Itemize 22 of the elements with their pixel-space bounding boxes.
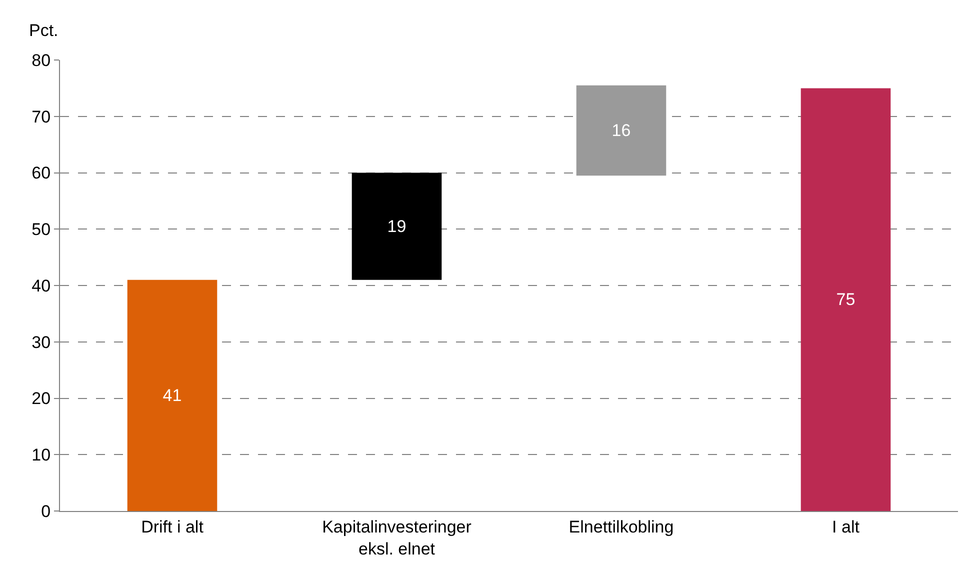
y-tick-label: 30 [32,332,51,352]
y-tick-label: 10 [32,446,51,465]
x-tick-label: Kapitalinvesteringer eksl. elnet [322,517,472,558]
data-label: 19 [387,216,406,236]
bar [800,88,891,511]
data-label: 41 [162,386,182,405]
x-tick-label: I alt [832,517,860,536]
y-tick-label: 40 [32,276,51,296]
y-tick-label: 70 [32,107,51,126]
y-tick-label: 50 [32,220,51,240]
y-tick-label: 0 [41,502,51,521]
x-tick-label: Elnettilkobling [568,517,674,536]
data-label: 75 [836,290,856,310]
bar [576,85,666,176]
x-tick-label: Drift i alt [141,517,204,536]
y-tick-label: 20 [32,389,51,408]
bar [352,172,442,280]
y-tick-label: 80 [32,50,51,70]
bar [127,280,218,511]
y-tick-label: 60 [32,164,51,183]
data-label: 16 [612,120,631,140]
y-axis-title: Pct. [29,21,58,40]
